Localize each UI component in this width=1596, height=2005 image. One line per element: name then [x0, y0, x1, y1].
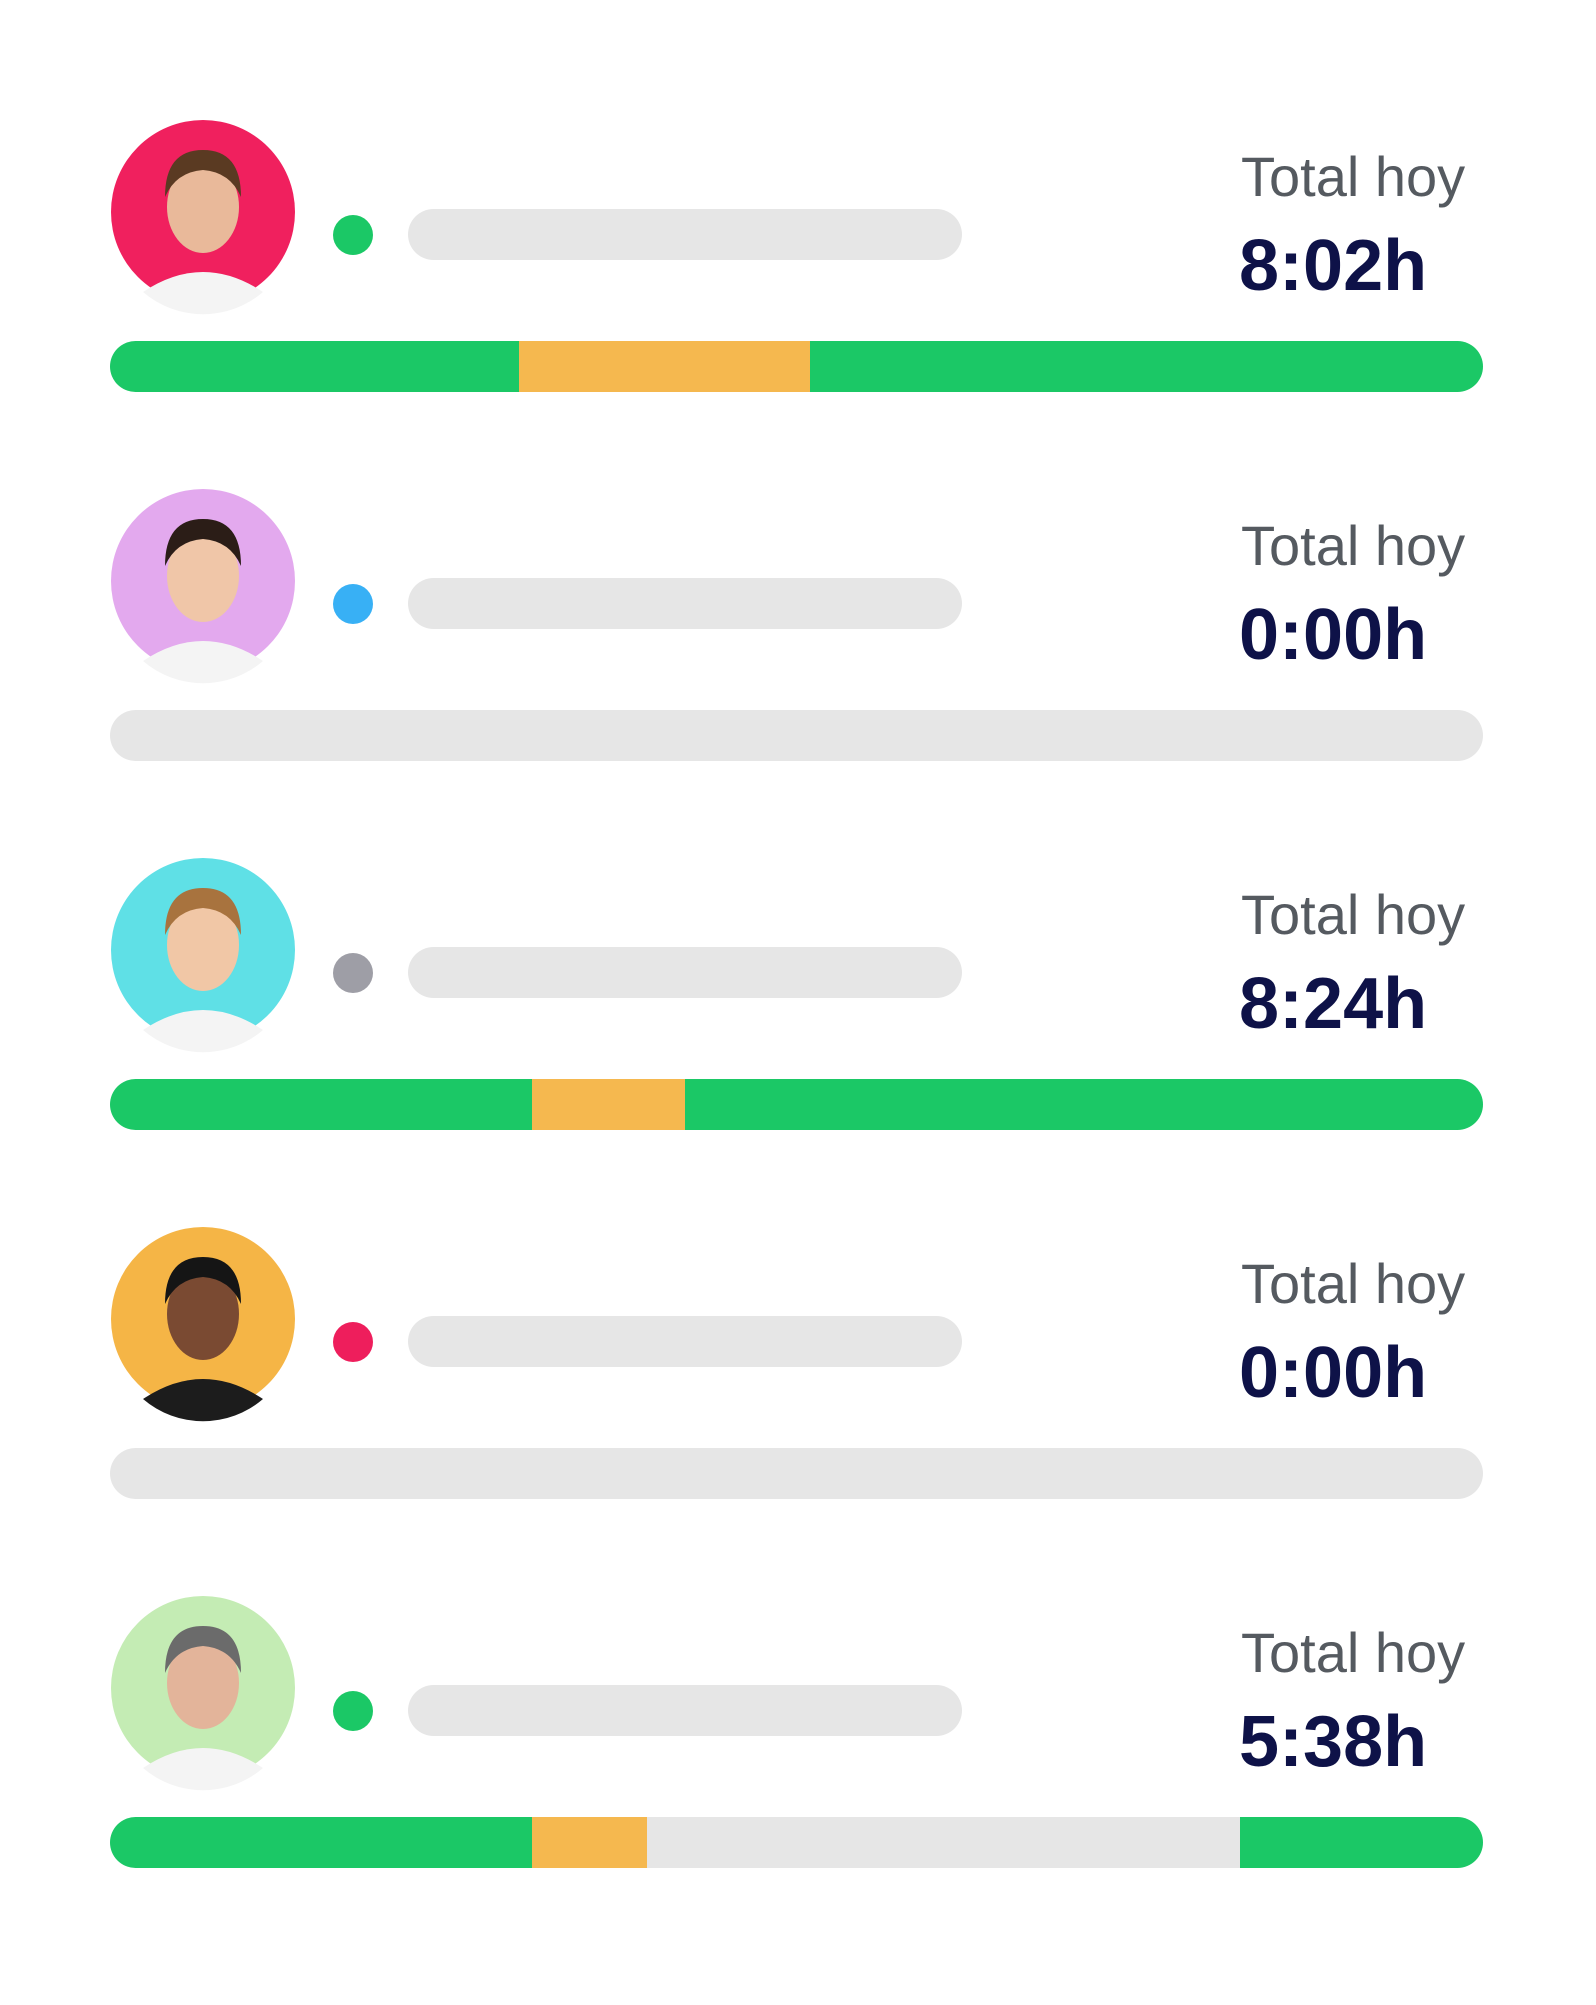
avatar-face — [167, 530, 239, 622]
user-row: Total hoy 0:00h — [110, 1227, 1483, 1499]
timeline-segment — [532, 1817, 647, 1868]
avatar-face — [167, 161, 239, 253]
timeline-segment — [685, 1079, 1483, 1130]
status-dot — [333, 584, 373, 624]
avatar-shoulders — [143, 272, 263, 315]
user-row: Total hoy 8:24h — [110, 858, 1483, 1130]
timeline — [110, 710, 1483, 761]
total-value: 0:00h — [1239, 1333, 1427, 1413]
status-dot — [333, 215, 373, 255]
total-value: 8:24h — [1239, 964, 1427, 1044]
status-dot — [333, 1691, 373, 1731]
user-row: Total hoy 5:38h — [110, 1596, 1483, 1868]
status-dot — [333, 1322, 373, 1362]
avatar-hair — [165, 888, 241, 935]
timeline-segment — [647, 1817, 1240, 1868]
avatar-hair — [165, 519, 241, 566]
name-placeholder — [408, 1685, 962, 1736]
avatar-shoulders — [143, 1379, 263, 1422]
timeline-segment — [1240, 1817, 1483, 1868]
total-label: Total hoy — [1241, 1252, 1465, 1315]
timeline — [110, 341, 1483, 392]
avatar-shoulders — [143, 641, 263, 684]
total-value: 5:38h — [1239, 1702, 1427, 1782]
total-label: Total hoy — [1241, 514, 1465, 577]
timeline — [110, 1448, 1483, 1499]
total-value: 8:02h — [1239, 226, 1427, 306]
status-dot — [333, 953, 373, 993]
avatar-shoulders — [143, 1748, 263, 1791]
avatar-hair — [165, 1257, 241, 1304]
avatar-hair — [165, 1626, 241, 1673]
avatar-hair — [165, 150, 241, 197]
timeline-segment — [810, 341, 1483, 392]
avatar-face — [167, 1268, 239, 1360]
avatar-face — [167, 899, 239, 991]
total-label: Total hoy — [1241, 883, 1465, 946]
avatar-shoulders — [143, 1010, 263, 1053]
timeline — [110, 1079, 1483, 1130]
timeline-segment — [110, 1448, 1483, 1499]
timeline-segment — [110, 1079, 532, 1130]
name-placeholder — [408, 578, 962, 629]
name-placeholder — [408, 209, 962, 260]
timeline-segment — [519, 341, 810, 392]
avatar-face — [167, 1637, 239, 1729]
name-placeholder — [408, 1316, 962, 1367]
user-row: Total hoy 8:02h — [110, 120, 1483, 392]
total-value: 0:00h — [1239, 595, 1427, 675]
timeline — [110, 1817, 1483, 1868]
timeline-segment — [532, 1079, 685, 1130]
name-placeholder — [408, 947, 962, 998]
total-label: Total hoy — [1241, 145, 1465, 208]
timeline-segment — [110, 341, 519, 392]
total-label: Total hoy — [1241, 1621, 1465, 1684]
user-row: Total hoy 0:00h — [110, 489, 1483, 761]
timeline-segment — [110, 1817, 532, 1868]
timeline-segment — [110, 710, 1483, 761]
